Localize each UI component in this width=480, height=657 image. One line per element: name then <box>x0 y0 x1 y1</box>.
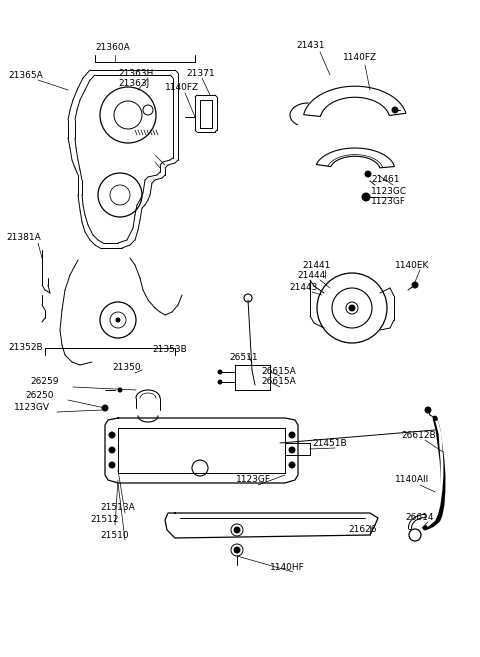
Circle shape <box>218 380 222 384</box>
Text: 21363H: 21363H <box>118 68 154 78</box>
Circle shape <box>234 547 240 553</box>
Text: 21461: 21461 <box>371 175 399 185</box>
Circle shape <box>365 171 371 177</box>
Text: 21352B: 21352B <box>8 344 43 353</box>
Text: 21443: 21443 <box>289 284 317 292</box>
Circle shape <box>116 318 120 322</box>
Text: 1123GC: 1123GC <box>371 187 407 196</box>
Text: 21513A: 21513A <box>100 503 135 512</box>
Text: 26612B: 26612B <box>401 430 436 440</box>
Text: 26259: 26259 <box>30 378 59 386</box>
Text: 21363J: 21363J <box>118 78 149 87</box>
Circle shape <box>109 462 115 468</box>
Circle shape <box>289 462 295 468</box>
Text: 21350: 21350 <box>112 363 141 373</box>
Circle shape <box>234 527 240 533</box>
Text: 26250: 26250 <box>25 390 53 399</box>
Text: 1140HF: 1140HF <box>270 562 305 572</box>
Circle shape <box>218 370 222 374</box>
Text: 21512: 21512 <box>90 516 119 524</box>
Text: 26615A: 26615A <box>261 367 296 376</box>
Circle shape <box>289 447 295 453</box>
Circle shape <box>349 305 355 311</box>
Text: 21381A: 21381A <box>6 233 41 242</box>
Text: 26511: 26511 <box>229 353 258 363</box>
Text: 1123GF: 1123GF <box>236 476 271 484</box>
Text: 1140AII: 1140AII <box>395 476 429 484</box>
Circle shape <box>289 432 295 438</box>
Text: 21441: 21441 <box>302 260 330 269</box>
Text: 21444: 21444 <box>297 271 325 281</box>
Circle shape <box>362 193 370 201</box>
Text: 21510: 21510 <box>100 530 129 539</box>
Text: 21451B: 21451B <box>312 438 347 447</box>
Text: 21353B: 21353B <box>152 344 187 353</box>
Text: 1140FZ: 1140FZ <box>343 53 377 62</box>
Circle shape <box>118 388 122 392</box>
Text: 1123GV: 1123GV <box>14 403 50 411</box>
Text: 21360A: 21360A <box>95 43 130 53</box>
Text: 21365A: 21365A <box>8 70 43 79</box>
Circle shape <box>102 405 108 411</box>
Text: 26614: 26614 <box>405 512 433 522</box>
Circle shape <box>109 447 115 453</box>
Circle shape <box>412 282 418 288</box>
Text: 1140FZ: 1140FZ <box>165 83 199 93</box>
Text: 1123GF: 1123GF <box>371 198 406 206</box>
Circle shape <box>425 407 431 413</box>
Text: 21626: 21626 <box>348 526 376 535</box>
Text: 21431: 21431 <box>296 41 324 49</box>
Circle shape <box>109 432 115 438</box>
Text: 1140EK: 1140EK <box>395 260 430 269</box>
Circle shape <box>392 107 398 113</box>
Text: 21371: 21371 <box>186 68 215 78</box>
Text: 26615A: 26615A <box>261 378 296 386</box>
